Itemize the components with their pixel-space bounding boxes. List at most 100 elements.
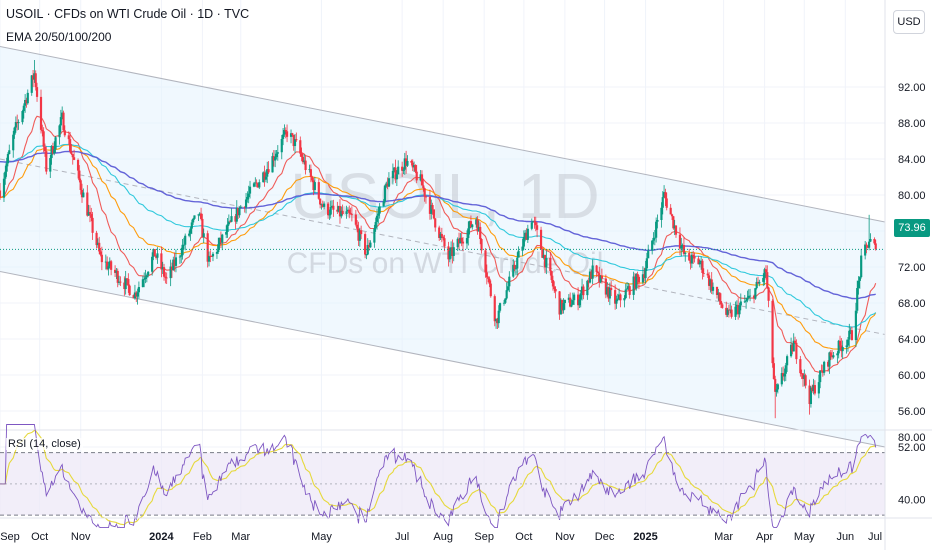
candle <box>356 220 359 233</box>
candle <box>141 275 144 288</box>
candle <box>22 103 25 119</box>
candle-body <box>813 385 816 394</box>
candle-body <box>147 271 150 276</box>
candle-body <box>562 303 565 311</box>
candle <box>776 383 779 394</box>
candle <box>542 249 545 260</box>
candle <box>43 143 47 157</box>
symbol-title[interactable]: USOIL · CFDs on WTI Crude Oil · 1D · TVC <box>6 7 250 21</box>
candle <box>726 307 729 317</box>
candle <box>767 286 770 308</box>
candle <box>710 272 713 295</box>
candle-body <box>225 231 228 235</box>
candle-body <box>517 250 520 258</box>
candle-body <box>489 283 492 297</box>
candle-body <box>219 237 223 243</box>
candle-body <box>633 276 637 289</box>
candle-body <box>136 292 139 297</box>
candle-body <box>414 165 417 172</box>
candle <box>420 170 424 186</box>
candle-body <box>718 292 721 302</box>
candle-body <box>349 213 352 215</box>
candle <box>340 206 343 219</box>
indicator-legend[interactable]: EMA 20/50/100/200 <box>6 30 112 44</box>
candle-body <box>533 221 536 223</box>
candle <box>443 234 446 252</box>
candle <box>656 214 659 229</box>
candle-body <box>366 244 369 255</box>
candle-body <box>152 249 155 257</box>
candle <box>434 217 437 232</box>
candle-body <box>874 243 877 250</box>
candle-body <box>54 137 57 150</box>
candle-body <box>2 178 6 198</box>
candle <box>215 250 219 259</box>
rsi-legend[interactable]: RSI (14, close) <box>6 438 83 450</box>
candle <box>26 89 29 105</box>
candle <box>595 264 598 277</box>
y-tick-label: 92.00 <box>898 82 926 94</box>
candle <box>329 200 332 219</box>
candle <box>394 159 397 184</box>
candle-body <box>766 272 769 288</box>
candle-body <box>14 122 17 128</box>
candle <box>700 256 703 270</box>
x-tick-label: May <box>794 531 815 543</box>
candle <box>365 254 368 260</box>
candle-body <box>471 224 474 228</box>
candle-body <box>395 174 398 180</box>
candle-body <box>606 287 609 295</box>
candle-body <box>623 298 626 301</box>
ema-200-line <box>0 150 876 300</box>
candle <box>803 369 806 387</box>
x-tick-label: Jun <box>836 531 854 543</box>
candle <box>678 227 682 256</box>
candle <box>182 237 185 250</box>
candle-body <box>247 193 250 197</box>
candle-body <box>169 266 172 279</box>
symbol-watermark: USOIL, 1D CFDs on WTI Crude Oil <box>287 160 604 280</box>
candle <box>369 240 372 248</box>
candle-body <box>165 277 168 279</box>
candle-body <box>516 257 519 269</box>
candle-body <box>715 286 719 295</box>
candle <box>87 204 90 216</box>
candle-body <box>541 249 544 258</box>
candle <box>266 161 269 184</box>
candle <box>643 267 646 282</box>
candle <box>673 219 676 236</box>
candle-body <box>135 292 138 297</box>
candle-body <box>610 287 613 291</box>
candle <box>107 261 110 276</box>
candle <box>401 161 404 177</box>
candle-body <box>402 169 405 171</box>
candle <box>280 134 283 160</box>
candle <box>332 199 335 217</box>
candle <box>230 208 233 223</box>
candle <box>393 166 396 173</box>
candle-body <box>22 105 25 112</box>
x-tick-label: Nov <box>555 531 575 543</box>
candle <box>672 215 675 230</box>
candle <box>190 219 193 235</box>
candle <box>837 339 840 359</box>
candle <box>738 302 741 318</box>
candle-body <box>590 271 593 279</box>
candle <box>33 60 36 83</box>
candle-body <box>422 185 425 189</box>
candle-body <box>628 286 631 295</box>
candle-body <box>508 276 511 287</box>
candle-body <box>717 292 720 295</box>
candle <box>775 383 778 397</box>
candle-body <box>25 99 28 104</box>
currency-button[interactable]: USD <box>893 10 925 34</box>
candle-body <box>144 277 147 279</box>
candle <box>693 252 696 263</box>
candle-body <box>783 373 786 377</box>
candle-body <box>79 180 82 190</box>
x-tick-label: Jul <box>868 531 882 543</box>
candle <box>227 214 230 226</box>
candle <box>6 152 10 167</box>
